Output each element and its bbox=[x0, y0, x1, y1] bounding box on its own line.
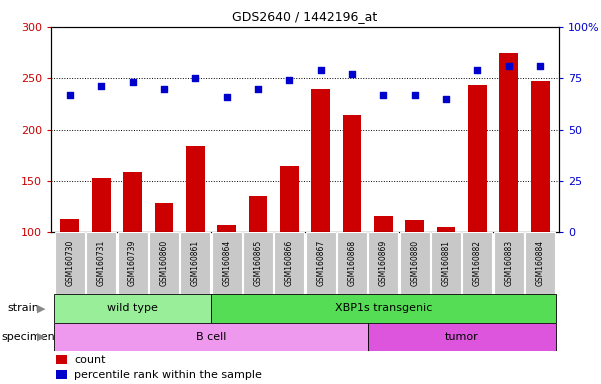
Bar bbox=[92, 178, 111, 232]
Bar bbox=[525, 232, 555, 294]
Point bbox=[535, 63, 545, 69]
Text: ▶: ▶ bbox=[37, 332, 45, 342]
Bar bbox=[494, 232, 524, 294]
Bar bbox=[462, 232, 492, 294]
Text: GSM160731: GSM160731 bbox=[97, 240, 106, 286]
Bar bbox=[343, 115, 361, 232]
Point bbox=[65, 92, 75, 98]
Point bbox=[253, 85, 263, 91]
Point bbox=[441, 96, 451, 102]
Point bbox=[504, 63, 514, 69]
Text: GSM160860: GSM160860 bbox=[159, 240, 168, 286]
Point bbox=[128, 79, 138, 85]
Text: GSM160739: GSM160739 bbox=[128, 240, 137, 286]
Bar bbox=[400, 232, 430, 294]
Text: GSM160882: GSM160882 bbox=[473, 240, 482, 286]
Point bbox=[222, 94, 231, 100]
Text: tumor: tumor bbox=[445, 332, 478, 342]
Bar bbox=[368, 232, 398, 294]
Bar bbox=[118, 232, 148, 294]
Text: XBP1s transgenic: XBP1s transgenic bbox=[335, 303, 432, 313]
Bar bbox=[243, 232, 273, 294]
Bar bbox=[54, 294, 211, 323]
Text: GSM160861: GSM160861 bbox=[191, 240, 200, 286]
Text: strain: strain bbox=[7, 303, 39, 313]
Bar bbox=[55, 232, 85, 294]
Text: specimen: specimen bbox=[2, 332, 55, 342]
Bar bbox=[337, 232, 367, 294]
Point bbox=[191, 75, 200, 81]
Text: percentile rank within the sample: percentile rank within the sample bbox=[74, 369, 262, 379]
Bar bbox=[186, 146, 205, 232]
Bar bbox=[431, 232, 461, 294]
Text: GSM160866: GSM160866 bbox=[285, 240, 294, 286]
Text: GSM160880: GSM160880 bbox=[410, 240, 419, 286]
Point bbox=[347, 71, 357, 77]
Text: ▶: ▶ bbox=[37, 303, 45, 313]
Point bbox=[284, 77, 294, 83]
Point bbox=[96, 83, 106, 89]
Text: GSM160868: GSM160868 bbox=[347, 240, 356, 286]
Bar bbox=[86, 232, 116, 294]
Text: GDS2640 / 1442196_at: GDS2640 / 1442196_at bbox=[233, 10, 377, 23]
Text: GSM160869: GSM160869 bbox=[379, 240, 388, 286]
Bar bbox=[154, 202, 173, 232]
Bar bbox=[274, 232, 304, 294]
Bar bbox=[531, 81, 549, 232]
Bar bbox=[499, 53, 518, 232]
Text: GSM160881: GSM160881 bbox=[442, 240, 451, 286]
Bar bbox=[56, 355, 67, 364]
Text: wild type: wild type bbox=[107, 303, 158, 313]
Bar bbox=[212, 232, 242, 294]
Text: GSM160730: GSM160730 bbox=[66, 240, 75, 286]
Bar bbox=[217, 225, 236, 232]
Bar bbox=[211, 294, 556, 323]
Bar bbox=[405, 220, 424, 232]
Bar bbox=[368, 323, 556, 351]
Bar bbox=[437, 227, 456, 232]
Bar bbox=[306, 232, 336, 294]
Point bbox=[159, 85, 169, 91]
Bar bbox=[468, 85, 487, 232]
Bar bbox=[311, 88, 330, 232]
Point bbox=[379, 92, 388, 98]
Bar bbox=[149, 232, 179, 294]
Text: GSM160883: GSM160883 bbox=[504, 240, 513, 286]
Point bbox=[410, 92, 419, 98]
Bar bbox=[280, 166, 299, 232]
Text: GSM160864: GSM160864 bbox=[222, 240, 231, 286]
Text: GSM160867: GSM160867 bbox=[316, 240, 325, 286]
Bar bbox=[56, 370, 67, 379]
Bar bbox=[249, 196, 267, 232]
Text: GSM160884: GSM160884 bbox=[535, 240, 545, 286]
Bar bbox=[374, 216, 393, 232]
Point bbox=[472, 67, 482, 73]
Bar bbox=[123, 172, 142, 232]
Bar bbox=[61, 219, 79, 232]
Text: count: count bbox=[74, 355, 105, 365]
Text: B cell: B cell bbox=[196, 332, 226, 342]
Bar bbox=[54, 323, 368, 351]
Text: GSM160865: GSM160865 bbox=[254, 240, 263, 286]
Bar bbox=[180, 232, 210, 294]
Point bbox=[316, 67, 326, 73]
